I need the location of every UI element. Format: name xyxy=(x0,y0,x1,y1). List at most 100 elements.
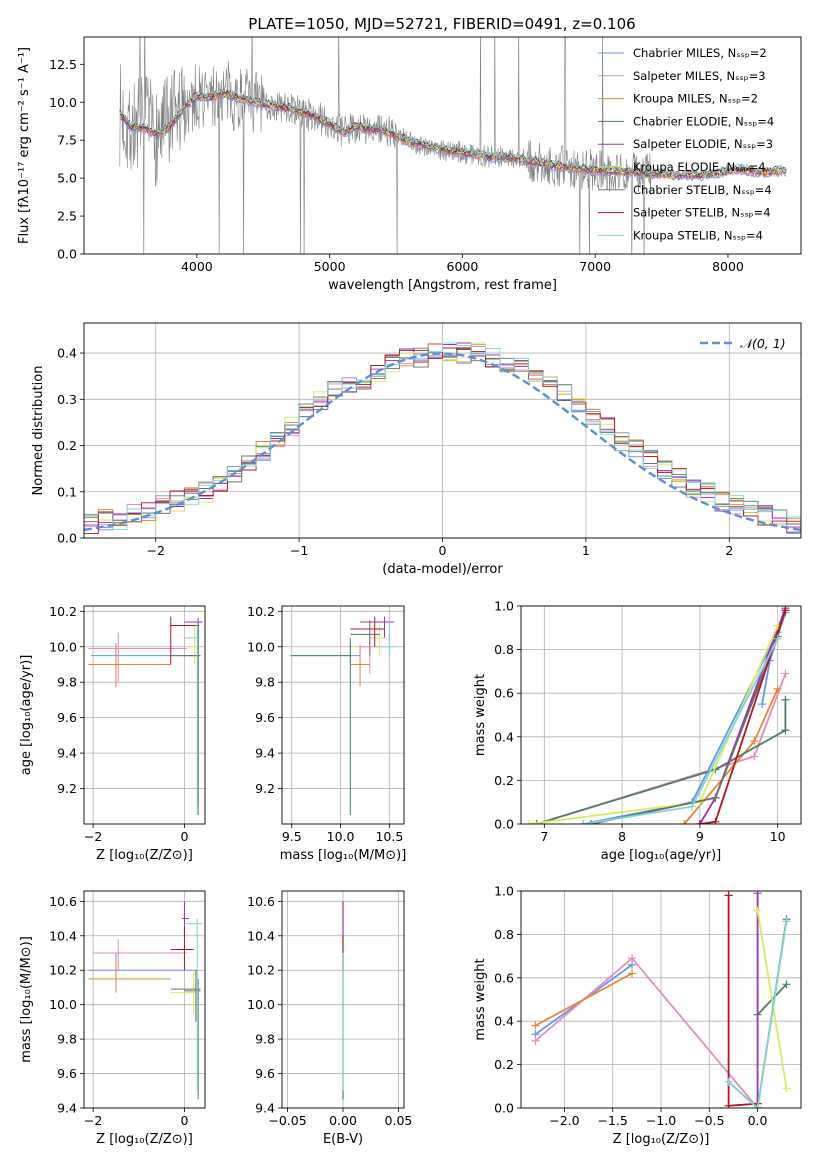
age-vs-Z-xlabel: Z [log₁₀(Z/Z⊙)] xyxy=(96,848,193,863)
mass-vs-EBV-xlabel: E(B-V) xyxy=(323,1132,363,1147)
weight-vs-age-ytick-label: 0.4 xyxy=(494,729,514,744)
mass-vs-Z-ytick-label: 9.4 xyxy=(57,1101,77,1116)
weight-vs-age-xtick-label: 9 xyxy=(696,829,704,844)
residuals-ytick-label: 0.2 xyxy=(57,438,77,453)
mass-vs-Z-ytick-label: 10.2 xyxy=(49,963,77,978)
age-vs-mass-ytick-label: 9.6 xyxy=(255,710,275,725)
weight-vs-Z-ylabel: mass weight xyxy=(473,958,488,1040)
weight-age-marker xyxy=(750,737,759,746)
mass-vs-EBV-panel: −0.05 0.00 0.05 9.4 9.6 9.8 10.0 10.2 10.4 10.6 E(… xyxy=(247,890,412,1147)
weight-Z-marker xyxy=(782,1084,791,1093)
weight-vs-age-xtick-label: 8 xyxy=(618,829,626,844)
mass-vs-EBV-ytick-label: 9.4 xyxy=(255,1101,275,1116)
weight-age-marker xyxy=(532,820,541,824)
weight-age-marker xyxy=(773,684,782,693)
legend-entry: Chabrier ELODIE, Nₛₛₚ=4 xyxy=(633,114,774,128)
weight-Z-marker xyxy=(628,969,637,978)
weight-Z-marker xyxy=(753,891,762,898)
weight-vs-Z-ytick-label: 0.6 xyxy=(494,970,514,985)
residuals-data xyxy=(84,342,801,534)
mass-vs-Z-xtick-label: −2 xyxy=(84,1113,102,1128)
weight-age-marker xyxy=(524,820,533,824)
age-vs-Z-ylabel: age [log₁₀(age/yr)] xyxy=(19,655,34,776)
age-vs-mass-panel: 9.5 10.0 10.5 9.2 9.4 9.6 9.8 10.0 10.2 mass [log… xyxy=(247,604,406,863)
mass-vs-Z-ylabel: mass [log₁₀(M/M⊙)] xyxy=(19,936,34,1063)
age-vs-Z-ytick-label: 9.8 xyxy=(57,675,77,690)
normal-curve xyxy=(84,352,801,532)
weight-Z-marker xyxy=(782,917,791,926)
weight-vs-age-panel: 7 8 9 10 0.0 0.2 0.4 0.6 0.8 1.0 age [log₁₀(age/yr… xyxy=(473,599,802,863)
weight-age-marker xyxy=(781,669,790,678)
mass-vs-EBV-axes: −0.05 0.00 0.05 9.4 9.6 9.8 10.0 10.2 10.4 10.6 E(… xyxy=(247,890,412,1147)
weight-vs-age-axes: 7 8 9 10 0.0 0.2 0.4 0.6 0.8 1.0 age [log₁₀(age/yr… xyxy=(473,599,802,863)
mass-vs-Z-data xyxy=(88,901,203,1100)
age-vs-Z-data xyxy=(88,616,203,816)
weight-vs-age-ylabel: mass weight xyxy=(473,674,488,756)
spectrum-xtick-label: 6000 xyxy=(447,259,479,274)
weight-vs-Z-xtick-label: −1.5 xyxy=(598,1113,628,1128)
spectrum-ytick-label: 7.5 xyxy=(57,133,77,148)
spectrum-frame xyxy=(83,36,802,255)
weight-vs-Z-ytick-label: 0.4 xyxy=(494,1014,514,1029)
age-vs-mass-xtick-label: 10.0 xyxy=(327,829,355,844)
legend-entry: Kroupa STELIB, Nₛₛₚ=4 xyxy=(633,228,763,242)
weight-age-marker xyxy=(758,700,767,709)
spectrum-model-line xyxy=(119,89,787,176)
age-vs-mass-xtick-label: 9.5 xyxy=(282,829,302,844)
age-vs-Z-xtick-label: −2 xyxy=(84,829,102,844)
mass-vs-Z-panel: −2 0 9.4 9.6 9.8 10.0 10.2 10.4 10.6 Z [log₁₀(Z/Z… xyxy=(19,890,206,1147)
age-vs-Z-ytick-label: 9.4 xyxy=(57,746,77,761)
weight-age-marker xyxy=(680,820,689,824)
mass-vs-Z-axes: −2 0 9.4 9.6 9.8 10.0 10.2 10.4 10.6 Z [log₁₀(Z/Z… xyxy=(19,890,206,1147)
weight-age-marker xyxy=(711,817,720,824)
residuals-ytick-label: 0.1 xyxy=(57,484,77,499)
weight-Z-marker xyxy=(628,954,637,963)
age-vs-mass-ytick-label: 9.4 xyxy=(255,746,275,761)
spectrum-data xyxy=(119,37,787,254)
weight-age-marker xyxy=(711,793,720,802)
age-vs-Z-ytick-label: 10.2 xyxy=(49,604,77,619)
weight-vs-Z-data xyxy=(531,891,791,1108)
age-vs-mass-ytick-label: 10.2 xyxy=(247,604,275,619)
weight-vs-age-data xyxy=(524,606,790,824)
weight-vs-Z-frame xyxy=(520,890,802,1109)
mass-vs-Z-xtick-label: 0 xyxy=(180,1113,188,1128)
age-vs-Z-frame xyxy=(83,605,206,825)
weight-Z-marker xyxy=(531,1036,540,1045)
spectrum-legend: Chabrier MILES, Nₛₛₚ=2 Salpeter MILES, Nₛ… xyxy=(598,46,774,242)
residuals-xtick-label: 2 xyxy=(725,543,733,558)
spectrum-panel: 4000 5000 6000 7000 8000 0.0 2.5 5.0 7.5 10.0 12.5… xyxy=(17,36,802,293)
legend-entry: Salpeter MILES, Nₛₛₚ=3 xyxy=(633,69,766,83)
weight-vs-Z-ytick-label: 0.2 xyxy=(494,1057,514,1072)
weight-vs-Z-xtick-label: −2.0 xyxy=(549,1113,579,1128)
weight-age-marker xyxy=(579,820,588,824)
residuals-ytick-label: 0.0 xyxy=(57,531,77,546)
weight-Z-marker xyxy=(724,1077,733,1086)
residuals-panel: −2 −1 0 1 2 0.0 0.1 0.2 0.3 0.4 (data-model)/error… xyxy=(31,322,802,577)
legend-entry: 𝒩(0, 1) xyxy=(740,336,786,351)
age-vs-mass-ytick-label: 10.0 xyxy=(247,639,275,654)
mass-vs-EBV-ytick-label: 10.6 xyxy=(247,894,275,909)
residuals-ylabel: Normed distribution xyxy=(31,366,46,496)
legend-entry: Salpeter STELIB, Nₛₛₚ=4 xyxy=(633,206,771,220)
residuals-xtick-label: 1 xyxy=(582,543,590,558)
weight-age-marker xyxy=(750,752,759,761)
weight-vs-age-xtick-label: 7 xyxy=(540,829,548,844)
weight-age-marker xyxy=(695,820,704,824)
residuals-frame xyxy=(83,322,802,539)
weight-vs-Z-ytick-label: 0.0 xyxy=(494,1101,514,1116)
spectrum-xtick-label: 4000 xyxy=(181,259,213,274)
age-vs-mass-xtick-label: 10.5 xyxy=(375,829,403,844)
mass-vs-Z-ytick-label: 10.6 xyxy=(49,894,77,909)
weight-Z-line xyxy=(756,910,788,1089)
weight-Z-marker xyxy=(531,1021,540,1030)
spectrum-ytick-label: 10.0 xyxy=(49,95,77,110)
weight-age-marker xyxy=(781,695,790,704)
weight-age-marker xyxy=(773,634,782,643)
weight-age-line xyxy=(536,699,787,824)
weight-vs-Z-xtick-label: −0.5 xyxy=(694,1113,724,1128)
residuals-axes: −2 −1 0 1 2 0.0 0.1 0.2 0.3 0.4 (data-model)/error… xyxy=(31,322,802,577)
weight-Z-line xyxy=(727,921,788,1108)
weight-vs-Z-ytick-label: 1.0 xyxy=(494,884,514,899)
spectrum-ylabel: Flux [fλ10⁻¹⁷ erg cm⁻² s⁻¹ A⁻¹] xyxy=(17,47,32,244)
